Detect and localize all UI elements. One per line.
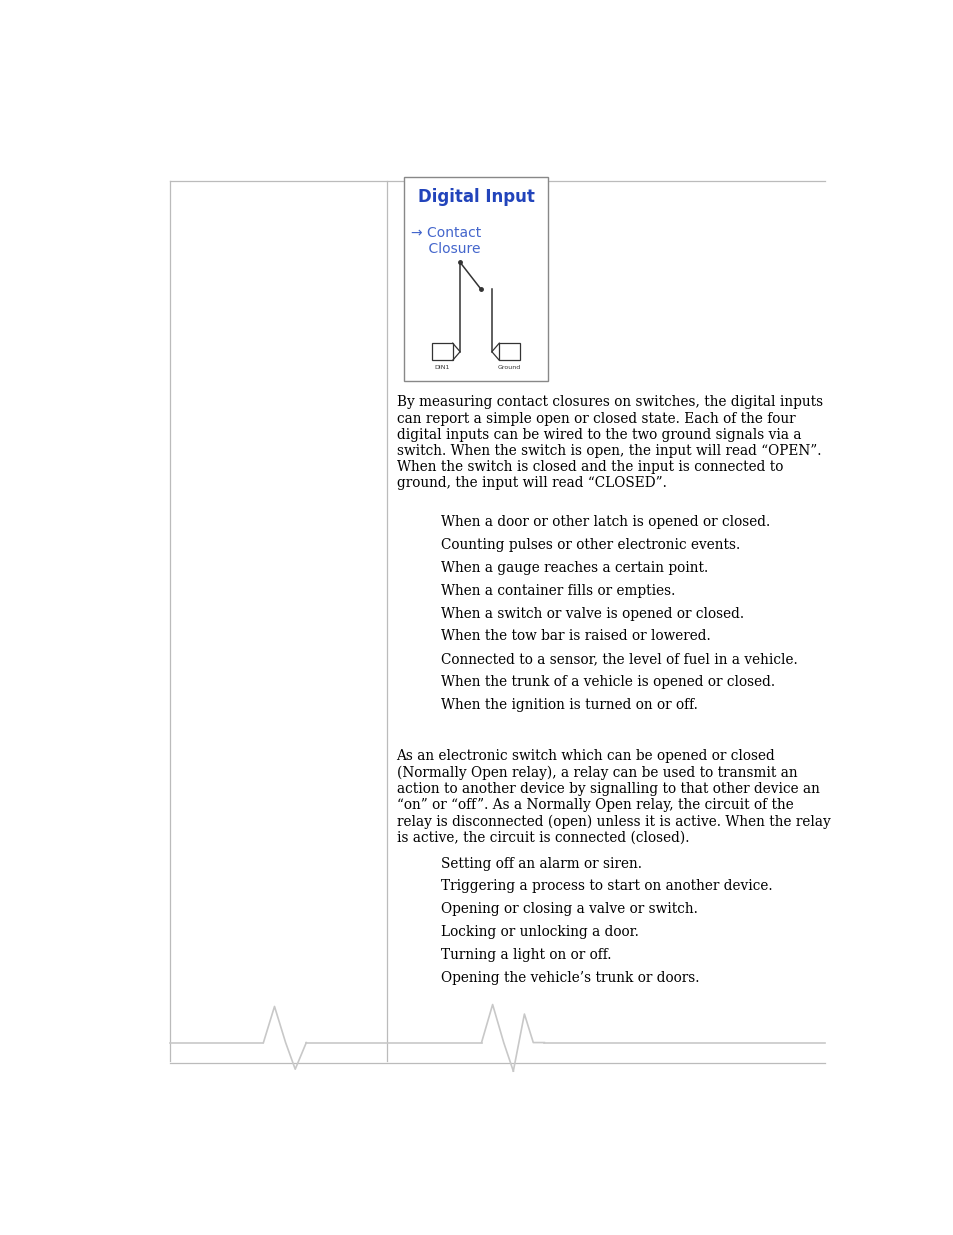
Text: When the ignition is turned on or off.: When the ignition is turned on or off. <box>440 698 697 711</box>
Text: Turning a light on or off.: Turning a light on or off. <box>440 948 611 962</box>
Text: Triggering a process to start on another device.: Triggering a process to start on another… <box>440 879 772 893</box>
Text: When a switch or valve is opened or closed.: When a switch or valve is opened or clos… <box>440 606 743 620</box>
Text: When a gauge reaches a certain point.: When a gauge reaches a certain point. <box>440 561 707 576</box>
Text: Opening the vehicle’s trunk or doors.: Opening the vehicle’s trunk or doors. <box>440 971 699 984</box>
Text: When the tow bar is raised or lowered.: When the tow bar is raised or lowered. <box>440 630 710 643</box>
Text: Ground: Ground <box>497 366 520 370</box>
Text: By measuring contact closures on switches, the digital inputs
can report a simpl: By measuring contact closures on switche… <box>396 395 821 490</box>
Text: When the trunk of a vehicle is opened or closed.: When the trunk of a vehicle is opened or… <box>440 676 774 689</box>
Text: Digital Input: Digital Input <box>417 188 534 206</box>
Bar <box>498 343 519 361</box>
Bar <box>403 177 547 382</box>
Bar <box>432 343 453 361</box>
Text: When a door or other latch is opened or closed.: When a door or other latch is opened or … <box>440 515 769 530</box>
Text: Counting pulses or other electronic events.: Counting pulses or other electronic even… <box>440 538 740 552</box>
Text: Locking or unlocking a door.: Locking or unlocking a door. <box>440 925 639 939</box>
Text: Opening or closing a valve or switch.: Opening or closing a valve or switch. <box>440 903 697 916</box>
Text: DIN1: DIN1 <box>435 366 450 370</box>
Text: As an electronic switch which can be opened or closed
(Normally Open relay), a r: As an electronic switch which can be ope… <box>396 750 829 845</box>
Text: Connected to a sensor, the level of fuel in a vehicle.: Connected to a sensor, the level of fuel… <box>440 652 797 666</box>
Text: Setting off an alarm or siren.: Setting off an alarm or siren. <box>440 857 641 871</box>
Text: → Contact
    Closure: → Contact Closure <box>411 226 481 257</box>
Text: When a container fills or empties.: When a container fills or empties. <box>440 584 675 598</box>
